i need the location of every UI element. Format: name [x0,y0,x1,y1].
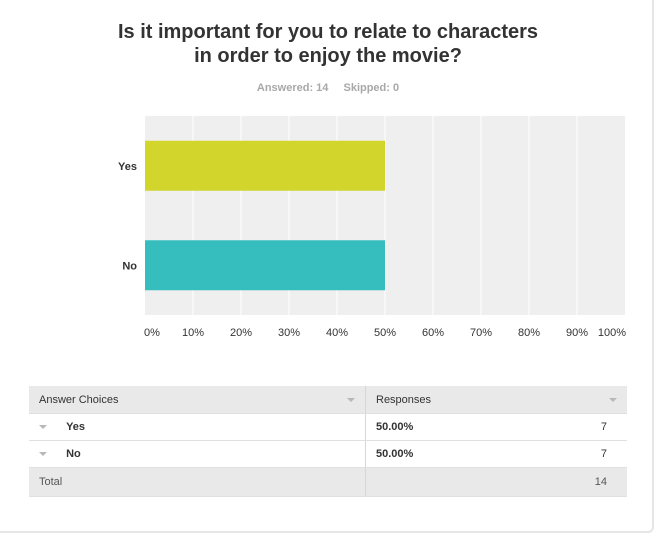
x-tick-label: 30% [278,327,300,339]
x-tick-label: 20% [230,327,252,339]
x-tick-label: 10% [182,327,204,339]
x-tick-label: 50% [374,327,396,339]
total-label: Total [39,476,63,488]
total-count: 14 [594,476,607,488]
total-label-cell: Total [29,467,366,497]
table-total-row: Total 14 [29,467,627,497]
responses-header-label: Responses [376,393,432,406]
response-summary: Answered: 14 Skipped: 0 [0,82,656,94]
total-count-cell: 14 [365,467,627,497]
answer-choices-header-label: Answer Choices [39,393,119,406]
category-label: No [122,260,137,272]
expand-chevron-icon[interactable] [39,425,47,430]
bars [145,140,385,291]
responses-table: Answer Choices Responses Yes 50.00% 7 No… [29,386,627,497]
question-title-line-1: Is it important for you to relate to cha… [117,21,539,43]
response-cell: 50.00% 7 [365,440,627,468]
responses-header[interactable]: Responses [365,386,627,414]
bar-chart: Yes No 0% 10% 20% 30% 40% 50% 60% 70% 80% 90% 100% [118,116,626,339]
answer-choices-header[interactable]: Answer Choices [29,386,366,414]
question-title-line-2: in order to enjoy the movie? [194,45,462,67]
expand-chevron-icon[interactable] [39,452,47,457]
answer-choice-label: Yes [66,421,86,433]
x-tick-label: 40% [326,327,348,339]
table-row: Yes 50.00% 7 [29,413,627,441]
x-tick-label: 70% [470,327,492,339]
sort-chevron-icon[interactable] [609,398,617,402]
x-tick-label: 90% [566,327,588,339]
x-tick-label: 0% [144,327,160,339]
x-tick-label: 100% [598,327,626,339]
bar-yes[interactable] [145,140,385,191]
question-title: Is it important for you to relate to cha… [0,20,656,68]
table-row: No 50.00% 7 [29,440,627,468]
answer-choice-cell: Yes [29,413,366,441]
category-labels: Yes No [118,161,137,273]
x-tick-label: 80% [518,327,540,339]
x-tick-labels: 0% 10% 20% 30% 40% 50% 60% 70% 80% 90% 100% [144,327,626,339]
category-label: Yes [118,161,137,173]
sort-chevron-icon[interactable] [347,398,355,402]
answered-count: Answered: 14 [256,82,329,94]
response-count: 7 [600,421,607,433]
answer-choice-label: No [66,448,81,460]
skipped-count: Skipped: 0 [343,82,400,94]
response-count: 7 [600,448,607,460]
x-tick-label: 60% [422,327,444,339]
response-cell: 50.00% 7 [365,413,627,441]
response-percent: 50.00% [376,421,414,433]
response-percent: 50.00% [376,448,414,460]
table-header-row: Answer Choices Responses [29,386,627,414]
bar-no[interactable] [145,240,385,291]
answer-choice-cell: No [29,440,366,468]
